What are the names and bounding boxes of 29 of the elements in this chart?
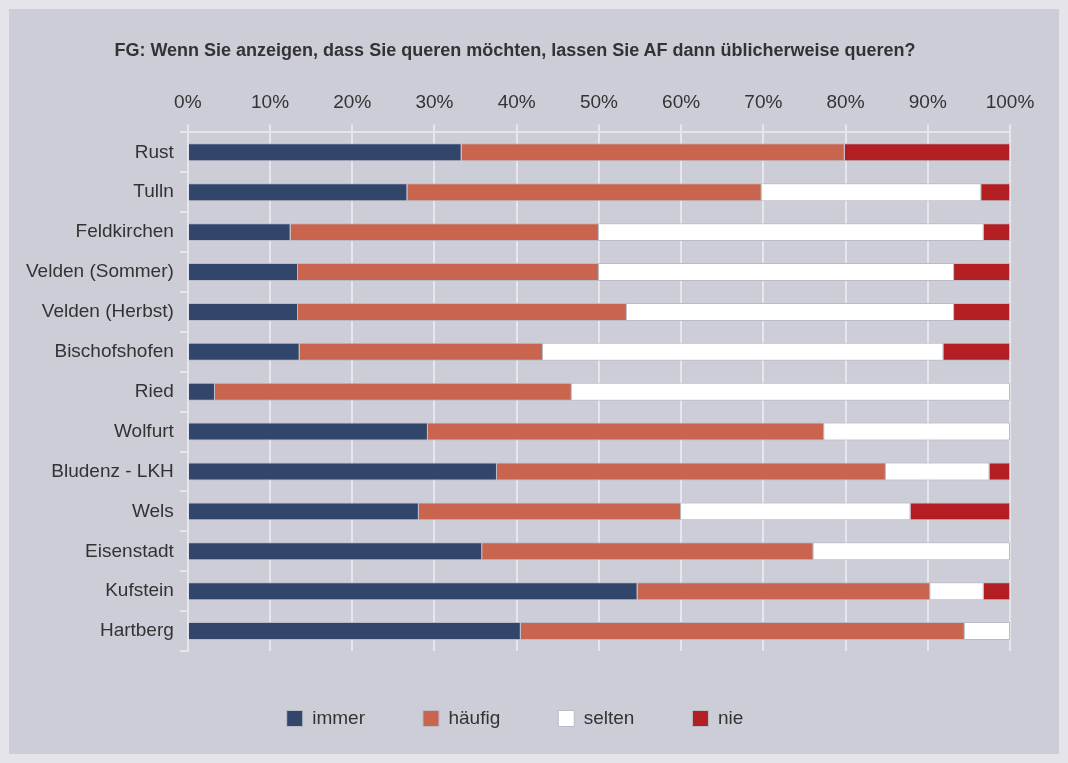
y-tick-label: Bischofshofen [54,340,174,362]
y-tick-label: Velden (Herbst) [41,300,174,322]
x-tick-label: 80% [826,91,865,113]
y-tick-label: Wolfurt [113,419,175,441]
legend-label: nie [717,706,744,728]
x-tick-label: 100% [985,91,1035,113]
x-tick-label: 0% [174,91,202,113]
y-tick-label: Wels [131,499,174,521]
x-tick-label: 20% [333,91,372,113]
y-tick-label: Velden (Sommer) [25,260,174,282]
y-tick-label: Kufstein [105,579,174,601]
y-tick-label: Bludenz - LKH [51,459,174,481]
legend-label: immer [312,706,366,728]
x-tick-label: 90% [908,91,947,113]
chart-title: FG: Wenn Sie anzeigen, dass Sie queren möchten, lassen Sie AF dann üblicherweise queren? [114,39,916,60]
y-tick-label: Tulln [133,180,174,202]
y-tick-label: Rust [134,140,175,162]
y-tick-label: Feldkirchen [75,220,174,242]
x-tick-label: 10% [251,91,290,113]
legend-label: selten [583,706,635,728]
x-tick-label: 50% [579,91,619,113]
x-tick-label: 60% [662,91,701,113]
y-tick-label: Ried [134,379,174,401]
x-tick-label: 70% [744,91,783,113]
x-tick-label: 40% [497,91,536,113]
y-tick-label: Hartberg [99,619,174,641]
legend-label: häufig [448,706,501,728]
x-tick-label: 30% [415,91,454,113]
y-tick-label: Eisenstadt [85,539,175,561]
